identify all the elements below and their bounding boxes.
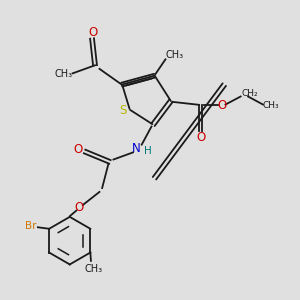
Text: N: N <box>132 142 141 155</box>
Text: CH₃: CH₃ <box>55 69 73 79</box>
Text: CH₃: CH₃ <box>165 50 183 60</box>
Text: O: O <box>74 201 83 214</box>
Text: O: O <box>74 142 83 156</box>
Text: CH₃: CH₃ <box>263 101 279 110</box>
Text: Br: Br <box>25 221 36 231</box>
Text: H: H <box>144 146 152 156</box>
Text: O: O <box>217 99 226 112</box>
Text: O: O <box>88 26 97 38</box>
Text: S: S <box>120 104 127 117</box>
Text: CH₂: CH₂ <box>241 89 258 98</box>
Text: O: O <box>196 131 205 144</box>
Text: CH₃: CH₃ <box>84 264 102 274</box>
